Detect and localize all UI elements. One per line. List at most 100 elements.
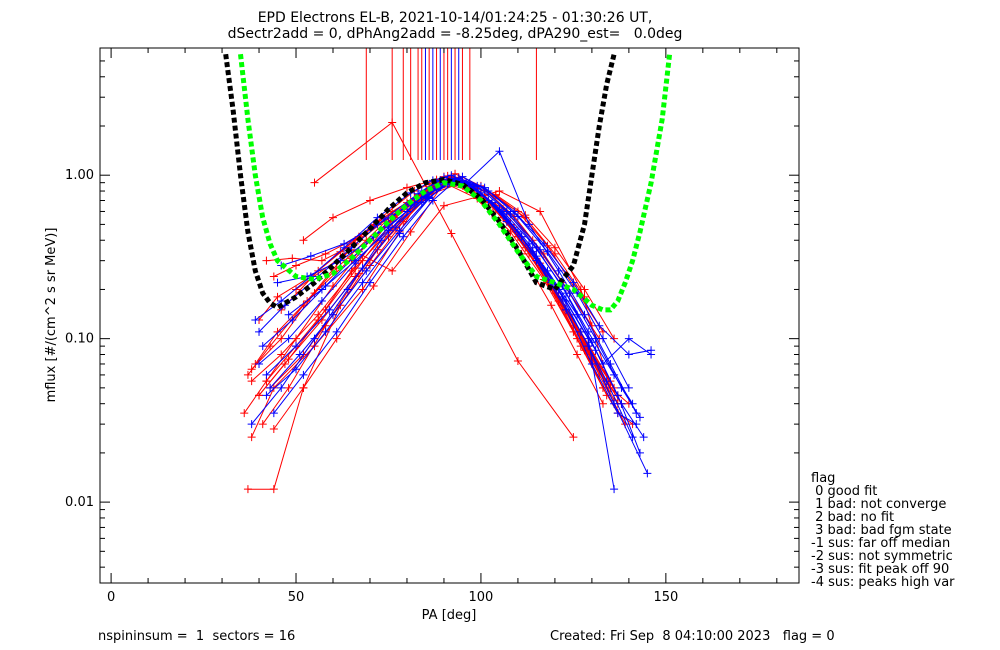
data-point: [321, 249, 330, 258]
x-tick-label: 50: [288, 590, 305, 605]
plot-content: [223, 48, 673, 494]
data-point: [499, 207, 508, 216]
data-point: [317, 256, 326, 265]
data-point: [262, 370, 271, 379]
data-point: [569, 433, 578, 442]
data-point: [635, 413, 644, 422]
data-point: [473, 185, 482, 194]
data-point: [240, 409, 249, 418]
data-point: [288, 316, 297, 325]
data-point: [532, 243, 541, 252]
data-point: [299, 370, 308, 379]
data-point: [284, 334, 293, 343]
data-point: [277, 334, 286, 343]
data-point: [632, 409, 641, 418]
legend-item: 0 good fit: [811, 484, 877, 499]
data-point: [299, 236, 308, 245]
data-point: [647, 346, 656, 355]
data-point: [251, 316, 260, 325]
legend-item: -3 sus: fit peak off 90: [811, 562, 949, 577]
data-point: [525, 220, 534, 229]
data-point: [243, 485, 252, 494]
data-point: [610, 399, 619, 408]
data-point: [610, 370, 619, 379]
x-tick-label: 150: [653, 590, 678, 605]
data-point: [340, 239, 349, 248]
data-series-line: [273, 180, 641, 454]
data-point: [365, 196, 374, 205]
data-point: [550, 249, 559, 258]
data-point: [292, 365, 301, 374]
data-point: [388, 118, 397, 127]
data-point: [247, 420, 256, 429]
data-point: [247, 377, 256, 386]
data-point: [317, 285, 326, 294]
data-point: [277, 383, 286, 392]
data-point: [513, 212, 522, 221]
data-point: [247, 365, 256, 374]
data-point: [528, 239, 537, 248]
data-point: [536, 207, 545, 216]
data-point: [543, 247, 552, 256]
data-point: [317, 296, 326, 305]
flag-legend: flag 0 good fit 1 bad: not converge 2 ba…: [811, 471, 955, 590]
data-point: [635, 448, 644, 457]
data-point: [402, 183, 411, 192]
legend-item: -1 sus: far off median: [811, 536, 950, 551]
data-point: [332, 334, 341, 343]
data-point: [639, 433, 648, 442]
data-point: [255, 359, 264, 368]
data-point: [258, 342, 267, 351]
y-tick-label: 1.00: [65, 168, 94, 183]
data-series-line: [277, 177, 652, 356]
data-point: [277, 350, 286, 359]
data-point: [569, 278, 578, 287]
data-point: [643, 469, 652, 478]
data-point: [458, 172, 467, 181]
data-point: [502, 214, 511, 223]
data-point: [406, 227, 415, 236]
data-point: [362, 266, 371, 275]
data-point: [495, 147, 504, 156]
data-point: [591, 346, 600, 355]
axes: 0 50 100 150 0.01 0.10 1.00: [65, 47, 799, 605]
data-point: [329, 213, 337, 222]
data-point: [292, 342, 301, 351]
data-point: [284, 310, 293, 319]
data-point: [399, 232, 408, 241]
data-point: [606, 383, 615, 392]
data-point: [269, 485, 278, 494]
data-point: [484, 187, 493, 196]
data-point: [417, 198, 426, 207]
data-point: [573, 350, 582, 359]
x-axis-label: PA [deg]: [422, 608, 477, 623]
footer-left: nspininsum = 1 sectors = 16: [98, 629, 295, 644]
data-point: [284, 383, 293, 392]
data-point: [247, 433, 256, 442]
data-point: [425, 194, 434, 203]
data-point: [295, 350, 304, 359]
data-point: [314, 310, 323, 319]
chart-subtitle: dSectr2add = 0, dPhAng2add = -8.25deg, d…: [228, 26, 683, 42]
data-point: [562, 296, 570, 305]
legend-item: -4 sus: peaks high var: [811, 575, 955, 590]
data-point: [513, 356, 522, 365]
data-point: [598, 399, 607, 408]
data-point: [255, 327, 264, 336]
data-point: [495, 187, 504, 196]
data-point: [439, 201, 448, 210]
data-point: [266, 383, 275, 392]
data-point: [580, 310, 589, 319]
data-point: [610, 334, 619, 343]
data-point: [258, 420, 267, 429]
data-point: [402, 207, 411, 216]
data-point: [369, 281, 378, 290]
fit-curve: [223, 53, 617, 311]
x-tick-label: 0: [107, 590, 115, 605]
data-point: [284, 355, 293, 364]
data-point: [269, 425, 278, 434]
chart-title: EPD Electrons EL-B, 2021-10-14/01:24:25 …: [258, 10, 653, 26]
y-tick-label: 0.01: [65, 495, 94, 510]
